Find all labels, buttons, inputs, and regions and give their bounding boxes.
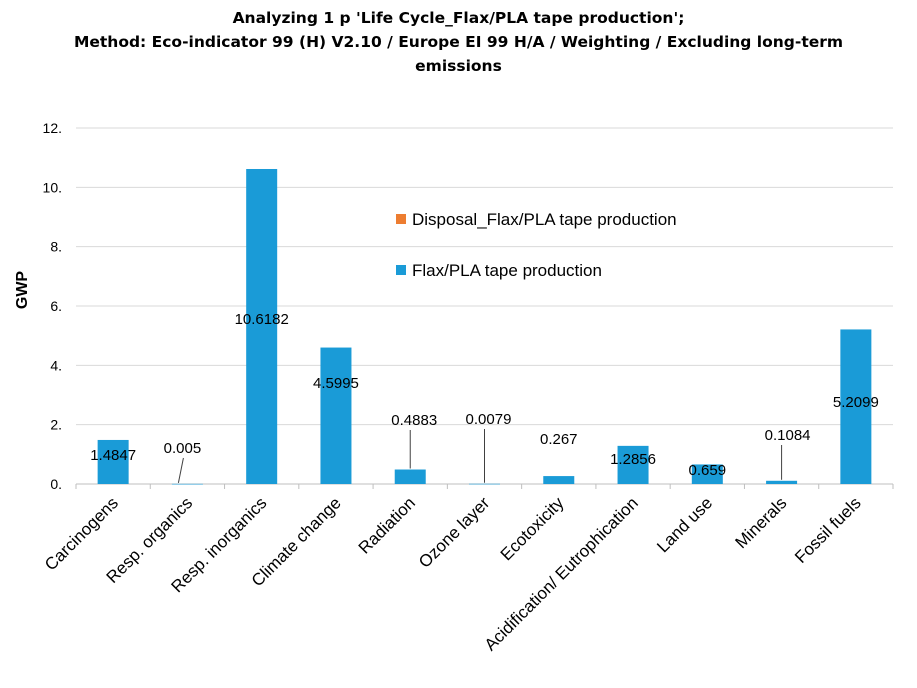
x-tick-label: Carcinogens [41, 493, 122, 574]
data-label: 0.0079 [466, 411, 512, 428]
chart-title-line-3: emissions [415, 57, 502, 75]
bar-fossil-fuels [840, 329, 872, 484]
y-tick-label: 10. [43, 179, 62, 195]
data-label: 1.2856 [610, 451, 656, 468]
legend-label-flax-pla: Flax/PLA tape production [412, 261, 602, 280]
x-tick-label: Radiation [355, 493, 419, 557]
legend-swatch-disposal [396, 214, 406, 224]
y-tick-label: 2. [50, 417, 62, 433]
data-label: 4.5995 [313, 375, 359, 392]
data-label: 0.659 [689, 462, 727, 479]
data-label: 1.4847 [90, 447, 136, 464]
y-tick-label: 0. [50, 476, 62, 492]
bar-climate-change [320, 347, 352, 484]
bar-acidification-eutrophication [617, 445, 649, 484]
legend-label-disposal: Disposal_Flax/PLA tape production [412, 210, 677, 229]
y-tick-label: 12. [43, 120, 62, 136]
bar-ozone-layer [469, 483, 500, 485]
data-label: 0.267 [540, 431, 578, 448]
chart-title-line-2: Method: Eco-indicator 99 (H) V2.10 / Eur… [73, 33, 844, 51]
y-tick-label: 8. [50, 239, 62, 255]
bar-resp-organics [171, 483, 203, 485]
x-tick-label: Land use [653, 493, 716, 556]
bar-carcinogens [97, 439, 129, 484]
data-label-leader [177, 457, 184, 483]
bar-land-use [691, 464, 723, 484]
bars [97, 168, 872, 485]
chart-title: Analyzing 1 p 'Life Cycle_Flax/PLA tape … [0, 6, 917, 78]
data-label: 0.005 [164, 440, 202, 457]
x-tick-label: Acidification/ Eutrophication [481, 493, 642, 654]
x-tick-label: Minerals [732, 493, 791, 552]
chart-title-line-1: Analyzing 1 p 'Life Cycle_Flax/PLA tape … [232, 9, 685, 27]
x-tick-label: Ecotoxicity [497, 493, 568, 564]
legend: Disposal_Flax/PLA tape production Flax/P… [396, 210, 677, 280]
bar-radiation [394, 469, 426, 484]
bar-resp-inorganics [246, 168, 278, 484]
data-label: 0.1084 [765, 427, 811, 444]
legend-swatch-flax-pla [396, 265, 406, 275]
data-labels: 1.4847 0.005 10.6182 4.5995 0.4883 0.0079 0.26… [90, 311, 879, 483]
y-axis-title: GWP [14, 271, 31, 310]
data-label: 0.4883 [391, 412, 437, 429]
bar-minerals [766, 480, 798, 484]
y-tick-label: 4. [50, 357, 62, 373]
x-tick-label: Ozone layer [415, 493, 493, 571]
gridlines [76, 127, 893, 426]
bar-ecotoxicity [543, 476, 575, 484]
data-label: 5.2099 [833, 394, 879, 411]
y-tick-label: 6. [50, 298, 62, 314]
data-label: 10.6182 [235, 311, 289, 328]
x-tick-label: Fossil fuels [791, 493, 865, 567]
